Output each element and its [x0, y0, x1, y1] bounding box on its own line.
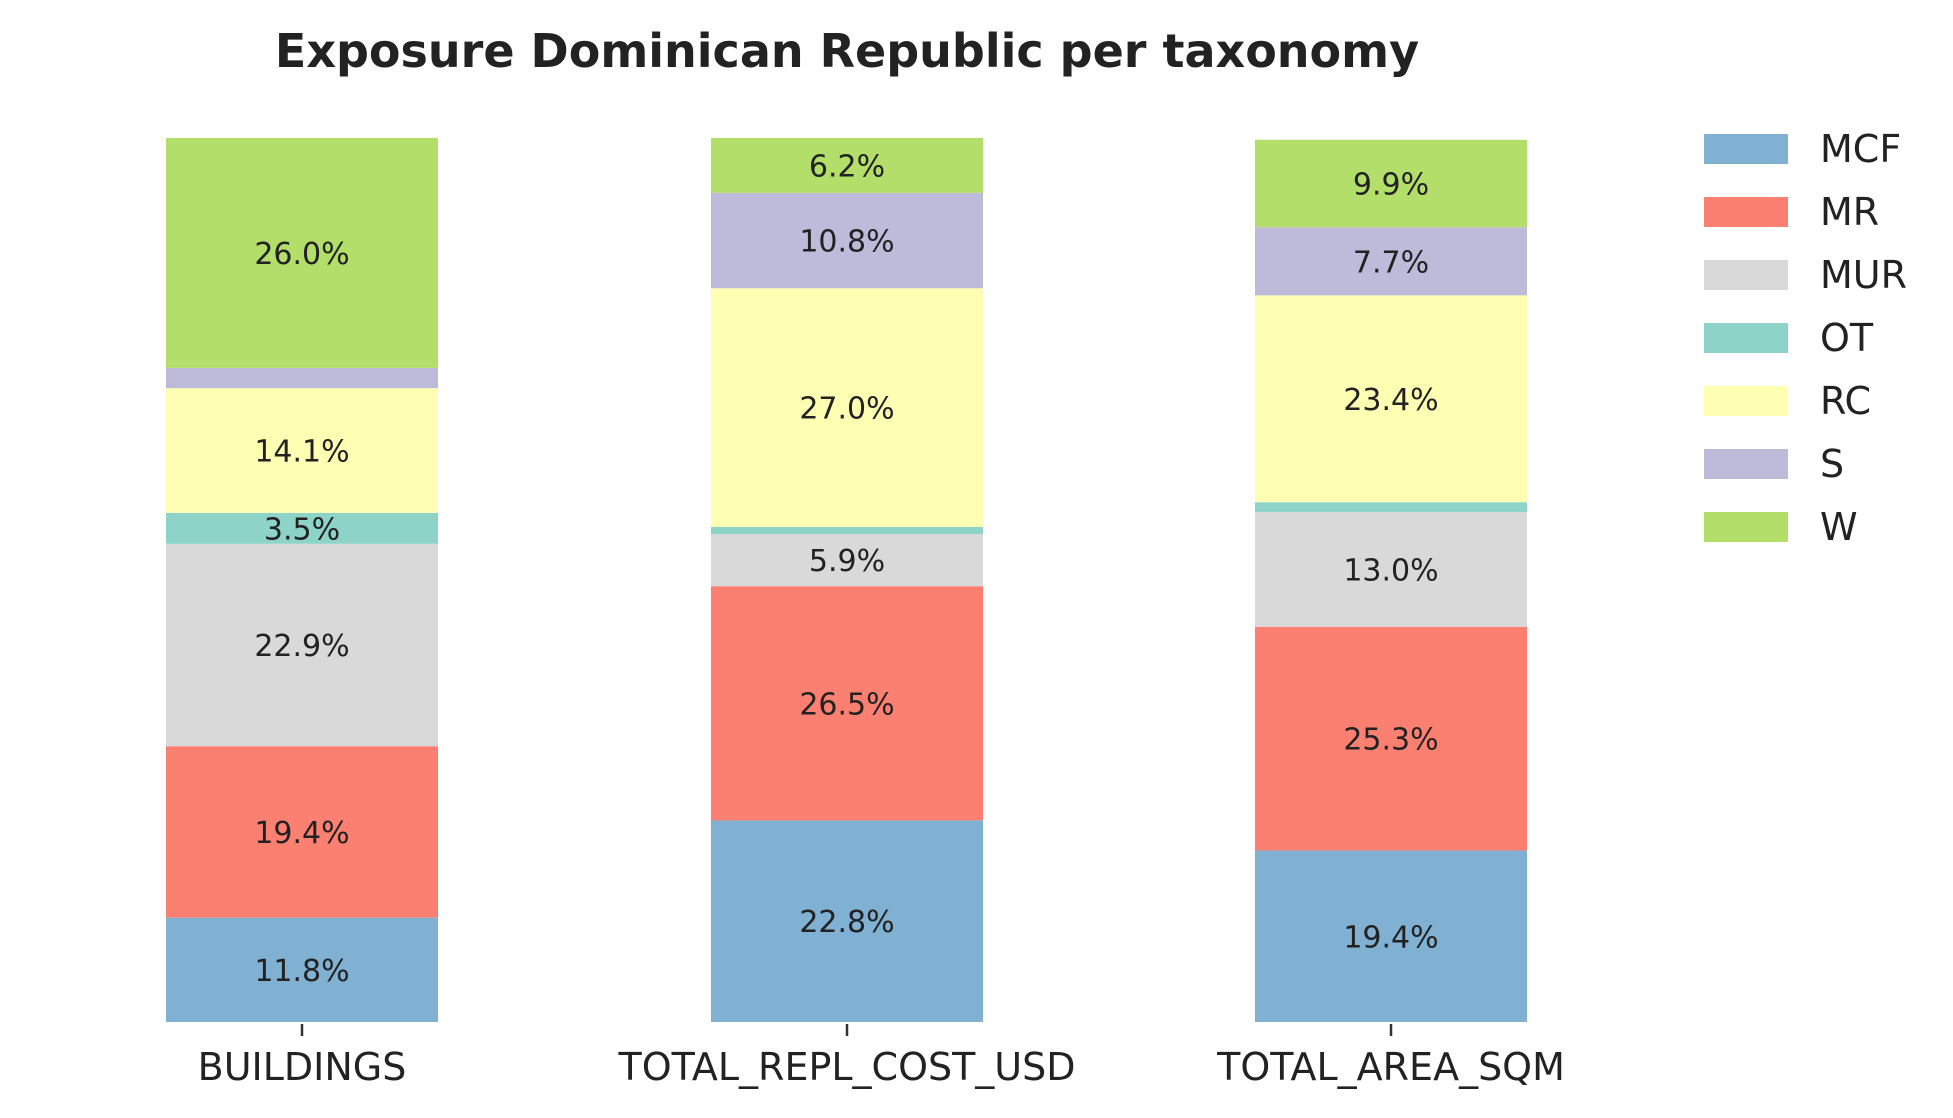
- legend-swatch-mcf: [1704, 134, 1788, 164]
- data-label: 23.4%: [1343, 383, 1438, 418]
- bar-segment-rc-total_area_sqm: [1255, 295, 1527, 503]
- data-label: 13.0%: [1343, 553, 1438, 588]
- legend-label-mr: MR: [1820, 190, 1879, 234]
- legend-swatch-mr: [1704, 197, 1788, 227]
- data-label: 19.4%: [254, 816, 349, 851]
- data-label: 10.8%: [799, 225, 894, 260]
- chart-title: Exposure Dominican Republic per taxonomy: [275, 24, 1419, 78]
- data-label: 11.8%: [254, 954, 349, 989]
- legend-swatch-mur: [1704, 260, 1788, 290]
- bar-segment-ot-buildings: [166, 512, 438, 544]
- bar-segment-mcf-total_repl_cost_usd: [711, 820, 983, 1022]
- bar-segment-mur-total_repl_cost_usd: [711, 534, 983, 587]
- bar-segment-mcf-buildings: [166, 917, 438, 1022]
- bar-segment-rc-buildings: [166, 388, 438, 513]
- bar-segment-mur-total_area_sqm: [1255, 511, 1527, 627]
- legend-swatch-rc: [1704, 386, 1788, 416]
- legend-swatch-ot: [1704, 323, 1788, 353]
- data-label: 19.4%: [1343, 920, 1438, 955]
- bar-segment-rc-total_repl_cost_usd: [711, 288, 983, 527]
- bar-segment-s-total_repl_cost_usd: [711, 192, 983, 289]
- data-label: 9.9%: [1353, 168, 1429, 203]
- bar-segment-mcf-total_area_sqm: [1255, 850, 1527, 1022]
- data-label: 6.2%: [809, 149, 885, 184]
- bar-segment-w-total_area_sqm: [1255, 139, 1527, 228]
- bar-segment-mur-buildings: [166, 543, 438, 747]
- data-label: 5.9%: [809, 544, 885, 579]
- x-tick-label: BUILDINGS: [198, 1045, 407, 1089]
- bar-segment-s-total_area_sqm: [1255, 227, 1527, 296]
- x-axis: BUILDINGS TOTAL_REPL_COST_USD TOTAL_AREA_S…: [198, 1024, 1565, 1089]
- bar-segment-w-total_repl_cost_usd: [711, 138, 983, 193]
- bar-segment-w-buildings: [166, 138, 438, 368]
- x-tick-label: TOTAL_AREA_SQM: [1216, 1045, 1565, 1089]
- plot-area: 11.8% 19.4% 22.9% 3.5% 14.1% 26.0% 22.8% 26.5% 5…: [166, 138, 1527, 1022]
- legend-swatch-w: [1704, 512, 1788, 542]
- legend-label-w: W: [1820, 505, 1858, 549]
- bar-segment-mr-buildings: [166, 746, 438, 918]
- data-label: 7.7%: [1353, 245, 1429, 280]
- data-label: 22.9%: [254, 629, 349, 664]
- data-label: 27.0%: [799, 392, 894, 427]
- bar-segment-ot-total_repl_cost_usd: [711, 526, 983, 535]
- legend-label-ot: OT: [1820, 316, 1874, 360]
- legend-label-rc: RC: [1820, 379, 1871, 423]
- legend-label-mcf: MCF: [1820, 127, 1901, 171]
- data-label: 22.8%: [799, 905, 894, 940]
- bar-segment-s-buildings: [166, 367, 438, 389]
- data-label: 14.1%: [254, 434, 349, 469]
- legend: MCF MR MUR OT RC SW: [1704, 127, 1907, 549]
- data-label: 25.3%: [1343, 723, 1438, 758]
- data-label: 3.5%: [264, 512, 340, 547]
- bar-segment-mr-total_repl_cost_usd: [711, 586, 983, 821]
- legend-swatch-s: [1704, 449, 1788, 479]
- x-tick-label: TOTAL_REPL_COST_USD: [617, 1045, 1075, 1089]
- bar-segment-ot-total_area_sqm: [1255, 502, 1527, 512]
- legend-label-s: S: [1820, 442, 1844, 486]
- bar-segment-mr-total_area_sqm: [1255, 626, 1527, 851]
- data-label: 26.5%: [799, 687, 894, 722]
- legend-label-mur: MUR: [1820, 253, 1907, 297]
- data-label: 26.0%: [254, 237, 349, 272]
